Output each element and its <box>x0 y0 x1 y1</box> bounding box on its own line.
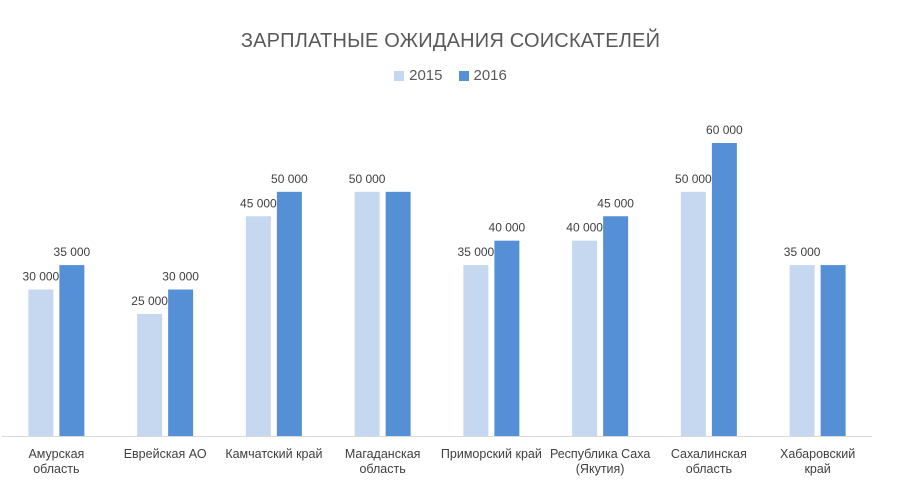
category-label-7-0: Хабаровский <box>780 447 855 461</box>
category-label-0-1: область <box>33 462 79 476</box>
category-label-0-0: Амурская <box>28 447 84 461</box>
data-label-2016-2: 50 000 <box>271 172 308 186</box>
data-label-2015-5: 40 000 <box>566 221 603 235</box>
category-label-4-0: Приморский край <box>441 447 542 461</box>
chart-legend: 2015 2016 <box>0 67 901 84</box>
legend-item-2016: 2016 <box>458 67 507 84</box>
category-label-5-1: (Якутия) <box>576 462 625 476</box>
bar-2015-6 <box>680 191 706 436</box>
bar-2015-5 <box>572 240 598 436</box>
bar-2015-7 <box>789 265 815 436</box>
data-label-2016-1: 30 000 <box>162 270 199 284</box>
bar-2016-4 <box>494 240 520 436</box>
bar-2015-1 <box>137 313 163 436</box>
data-label-2015-3: 50 000 <box>349 172 386 186</box>
data-label-2016-5: 45 000 <box>597 196 634 210</box>
data-label-2016-4: 40 000 <box>489 221 526 235</box>
bar-2016-3 <box>385 191 411 436</box>
bar-2015-3 <box>354 191 380 436</box>
bar-2016-5 <box>603 216 629 436</box>
bar-2016-7 <box>820 265 846 436</box>
legend-item-2015: 2015 <box>394 67 443 84</box>
data-label-2015-2: 45 000 <box>240 196 277 210</box>
category-label-6-0: Сахалинская <box>671 447 747 461</box>
chart-title: ЗАРПЛАТНЫЕ ОЖИДАНИЯ СОИСКАТЕЛЕЙ <box>240 30 661 52</box>
category-label-3-0: Магаданская <box>345 447 421 461</box>
category-label-6-1: область <box>686 462 732 476</box>
bar-2015-4 <box>463 265 489 436</box>
legend-label-2015: 2015 <box>409 67 443 84</box>
data-label-2016-6: 60 000 <box>706 123 743 137</box>
category-label-5-0: Республика Саха <box>550 447 650 461</box>
bar-2016-2 <box>276 191 302 436</box>
data-label-2015-6: 50 000 <box>675 172 712 186</box>
category-label-1-0: Еврейская АО <box>124 447 207 461</box>
legend-swatch-2016 <box>458 70 469 81</box>
category-label-2-0: Камчатский край <box>225 447 322 461</box>
bar-2016-1 <box>168 289 194 436</box>
bar-2015-0 <box>28 289 54 436</box>
bar-2015-2 <box>245 216 271 436</box>
bar-2016-0 <box>59 265 85 436</box>
category-label-7-1: край <box>804 462 830 476</box>
bar-2016-6 <box>711 143 737 436</box>
data-label-2015-0: 30 000 <box>23 270 60 284</box>
data-label-2015-7: 35 000 <box>784 245 821 259</box>
data-label-2015-1: 25 000 <box>131 294 168 308</box>
legend-label-2016: 2016 <box>473 67 507 84</box>
legend-swatch-2015 <box>394 70 405 81</box>
category-label-3-1: область <box>359 462 405 476</box>
data-label-2015-4: 35 000 <box>458 245 495 259</box>
data-label-2016-0: 35 000 <box>54 245 91 259</box>
